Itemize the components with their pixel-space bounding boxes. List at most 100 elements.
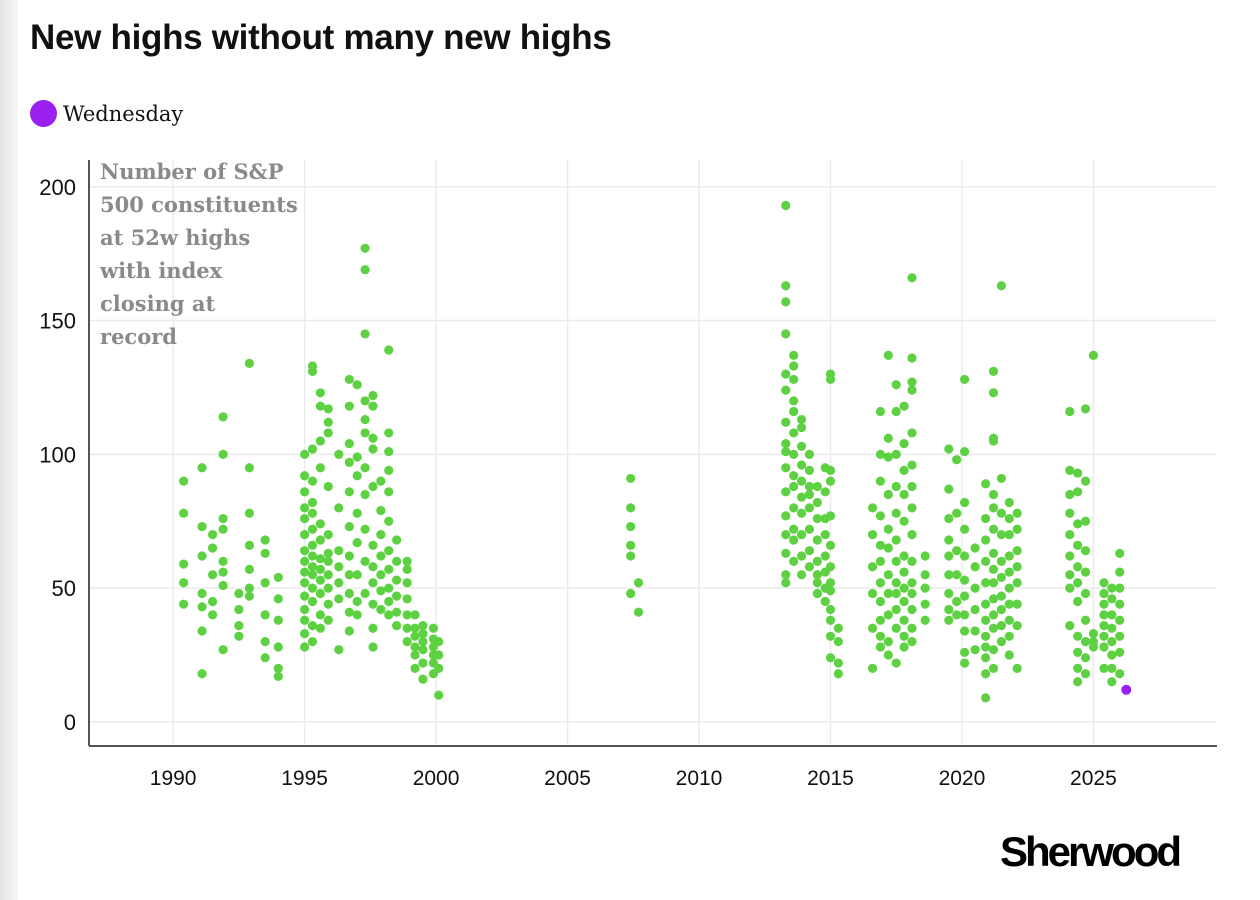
data-point <box>244 591 254 601</box>
data-point <box>907 556 917 566</box>
data-point <box>812 497 822 508</box>
data-point <box>996 572 1006 583</box>
data-point <box>1099 620 1109 631</box>
data-point <box>804 489 815 500</box>
data-point <box>352 508 362 518</box>
data-point <box>959 524 970 534</box>
data-point <box>820 551 830 561</box>
data-point <box>352 538 362 548</box>
data-point <box>959 374 970 385</box>
data-point <box>315 623 325 633</box>
data-point <box>384 596 394 607</box>
data-point <box>883 570 893 580</box>
data-point <box>952 546 962 556</box>
data-point <box>334 503 344 513</box>
data-point <box>981 578 991 588</box>
data-point <box>1004 513 1014 524</box>
data-point <box>899 439 909 449</box>
data-point <box>218 449 228 459</box>
data-point <box>260 653 270 663</box>
data-point <box>789 535 799 545</box>
data-point <box>344 374 354 385</box>
data-point <box>300 530 310 540</box>
data-point <box>260 610 270 620</box>
data-point <box>812 513 822 524</box>
data-point <box>988 366 999 376</box>
data-point <box>315 588 325 599</box>
data-point <box>891 658 901 668</box>
data-point <box>781 463 791 473</box>
data-point <box>1004 650 1014 660</box>
data-point <box>218 524 228 534</box>
data-point <box>981 556 991 566</box>
data-point <box>434 663 444 674</box>
x-tick-label: 2010 <box>676 767 723 790</box>
data-point <box>825 578 836 588</box>
data-point <box>981 642 991 652</box>
data-point <box>1073 663 1083 674</box>
data-point <box>1115 548 1125 558</box>
data-point <box>1065 489 1075 500</box>
data-point <box>959 575 970 585</box>
data-point <box>891 556 901 566</box>
data-point <box>1080 546 1091 556</box>
data-point <box>907 428 917 438</box>
data-point <box>307 570 318 580</box>
data-point <box>891 604 901 615</box>
data-point <box>1004 497 1014 508</box>
data-point <box>1080 567 1091 577</box>
legend: Wednesday <box>30 100 183 127</box>
data-point <box>244 540 254 550</box>
data-point <box>1073 596 1083 607</box>
data-point <box>981 669 991 679</box>
data-point <box>899 551 909 561</box>
x-tick-label: 2005 <box>544 767 591 790</box>
data-point <box>812 588 822 599</box>
data-point <box>899 465 909 475</box>
data-point <box>360 329 370 339</box>
data-point <box>402 564 412 574</box>
data-point <box>944 444 954 454</box>
data-point <box>875 615 886 625</box>
data-point <box>1073 562 1083 572</box>
data-point <box>883 489 893 500</box>
data-point <box>207 530 218 540</box>
data-point <box>368 599 378 609</box>
data-point <box>344 551 354 561</box>
data-point <box>899 615 909 625</box>
data-point <box>825 540 836 550</box>
data-point <box>1115 631 1125 641</box>
data-point <box>344 401 354 411</box>
data-point <box>323 417 333 427</box>
data-point <box>875 511 886 521</box>
data-point <box>883 610 893 620</box>
data-point <box>796 414 807 425</box>
y-tick-label: 150 <box>39 309 76 334</box>
y-tick-label: 100 <box>39 442 76 467</box>
data-point <box>218 645 228 655</box>
data-point <box>315 519 325 529</box>
data-point <box>1012 663 1022 674</box>
data-point <box>1080 588 1091 599</box>
data-point <box>626 588 636 599</box>
data-point <box>891 380 901 390</box>
data-point <box>899 583 909 593</box>
data-point <box>323 548 333 558</box>
data-point <box>907 623 917 633</box>
data-point <box>996 473 1006 484</box>
data-point <box>197 602 207 612</box>
data-point <box>804 524 815 534</box>
data-point <box>300 578 310 588</box>
data-point <box>833 669 843 679</box>
data-point <box>812 578 822 588</box>
data-point <box>1107 610 1117 620</box>
data-point <box>273 642 283 652</box>
data-point <box>392 575 402 585</box>
data-point <box>891 508 901 518</box>
data-point <box>875 406 886 417</box>
data-point <box>376 505 386 516</box>
data-point <box>410 610 420 620</box>
data-point <box>970 626 980 636</box>
data-point <box>1065 465 1075 475</box>
data-point <box>883 433 893 443</box>
